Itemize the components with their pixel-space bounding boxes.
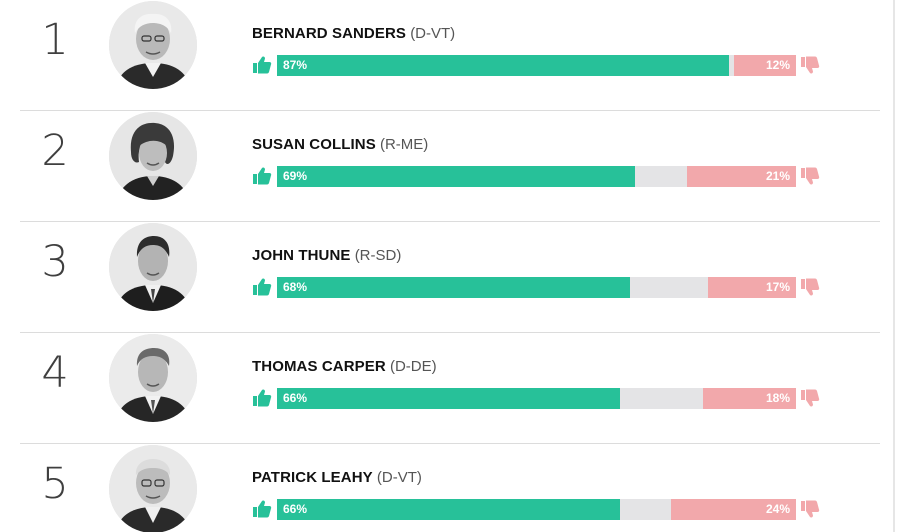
- thumbs-up-icon: [253, 500, 272, 518]
- senator-avatar: [109, 1, 197, 89]
- portrait-icon: [109, 334, 197, 422]
- thumbs-down-icon: [801, 278, 820, 296]
- thumbs-down-icon: [801, 167, 820, 185]
- thumbs-up-icon: [253, 167, 272, 185]
- senator-name-text: BERNARD SANDERS: [252, 25, 407, 42]
- rank-number: 2: [41, 126, 69, 176]
- senator-avatar: [109, 223, 197, 311]
- disapprove-fill: 24%: [671, 499, 796, 520]
- approve-fill: 66%: [277, 499, 620, 520]
- row-divider: [20, 221, 880, 222]
- ranking-row: 5 PATRICK LEAHY (D-VT): [0, 444, 880, 532]
- thumbs-down-icon: [801, 389, 820, 407]
- row-divider: [20, 110, 880, 111]
- approval-bar: 87% 12%: [277, 55, 796, 76]
- thumbs-down-icon: [801, 500, 820, 518]
- thumbs-down-icon: [801, 56, 820, 74]
- disapprove-fill: 18%: [702, 388, 796, 409]
- senator-name: JOHN THUNE (R-SD): [252, 247, 401, 265]
- senator-party: (D-DE): [389, 358, 437, 375]
- ranking-list: 1 BERNARD SANDERS (D-VT): [0, 0, 880, 532]
- approve-fill: 87%: [277, 55, 729, 76]
- row-divider: [20, 443, 880, 444]
- rank-number: 4: [41, 348, 69, 398]
- senator-name-text: JOHN THUNE: [252, 247, 351, 264]
- approve-percent: 68%: [283, 280, 308, 294]
- senator-party: (R-SD): [354, 247, 402, 264]
- portrait-icon: [109, 112, 197, 200]
- senator-avatar: [109, 334, 197, 422]
- rank-number: 3: [41, 237, 69, 287]
- senator-name-text: PATRICK LEAHY: [252, 469, 373, 486]
- ranking-row: 1 BERNARD SANDERS (D-VT): [0, 0, 880, 111]
- approve-fill: 69%: [277, 166, 636, 187]
- senator-name-text: THOMAS CARPER: [252, 358, 386, 375]
- approve-percent: 66%: [283, 391, 308, 405]
- thumbs-up-icon: [253, 56, 272, 74]
- disapprove-percent: 17%: [765, 280, 790, 294]
- senator-party: (R-ME): [379, 136, 429, 153]
- senator-name: PATRICK LEAHY (D-VT): [252, 469, 422, 487]
- disapprove-percent: 24%: [765, 502, 790, 516]
- approve-percent: 66%: [283, 502, 308, 516]
- approve-fill: 68%: [277, 277, 630, 298]
- approve-fill: 66%: [277, 388, 620, 409]
- right-edge-rule: [893, 0, 895, 532]
- approve-percent: 69%: [283, 169, 308, 183]
- portrait-icon: [109, 1, 197, 89]
- approval-bar: 68% 17%: [277, 277, 796, 298]
- rank-number: 5: [41, 459, 69, 509]
- disapprove-fill: 17%: [707, 277, 796, 298]
- senator-name-text: SUSAN COLLINS: [252, 136, 376, 153]
- disapprove-fill: 12%: [733, 55, 796, 76]
- disapprove-percent: 21%: [765, 169, 790, 183]
- senator-name: THOMAS CARPER (D-DE): [252, 358, 437, 376]
- thumbs-up-icon: [253, 278, 272, 296]
- ranking-row: 4 THOMAS CARPER (D-DE): [0, 333, 880, 444]
- portrait-icon: [109, 445, 197, 532]
- disapprove-percent: 18%: [765, 391, 790, 405]
- row-divider: [20, 332, 880, 333]
- disapprove-fill: 21%: [687, 166, 796, 187]
- senator-name: SUSAN COLLINS (R-ME): [252, 136, 428, 154]
- senator-avatar: [109, 445, 197, 532]
- approval-bar: 66% 24%: [277, 499, 796, 520]
- rank-number: 1: [41, 15, 69, 65]
- approve-percent: 87%: [283, 58, 308, 72]
- approval-bar: 66% 18%: [277, 388, 796, 409]
- senator-party: (D-VT): [410, 25, 456, 42]
- ranking-row: 3 JOHN THUNE (R-SD): [0, 222, 880, 333]
- senator-name: BERNARD SANDERS (D-VT): [252, 25, 455, 43]
- approval-bar: 69% 21%: [277, 166, 796, 187]
- portrait-icon: [109, 223, 197, 311]
- senator-party: (D-VT): [376, 469, 422, 486]
- ranking-row: 2 SUSAN COLLINS (R-ME): [0, 111, 880, 222]
- senator-avatar: [109, 112, 197, 200]
- disapprove-percent: 12%: [765, 58, 790, 72]
- thumbs-up-icon: [253, 389, 272, 407]
